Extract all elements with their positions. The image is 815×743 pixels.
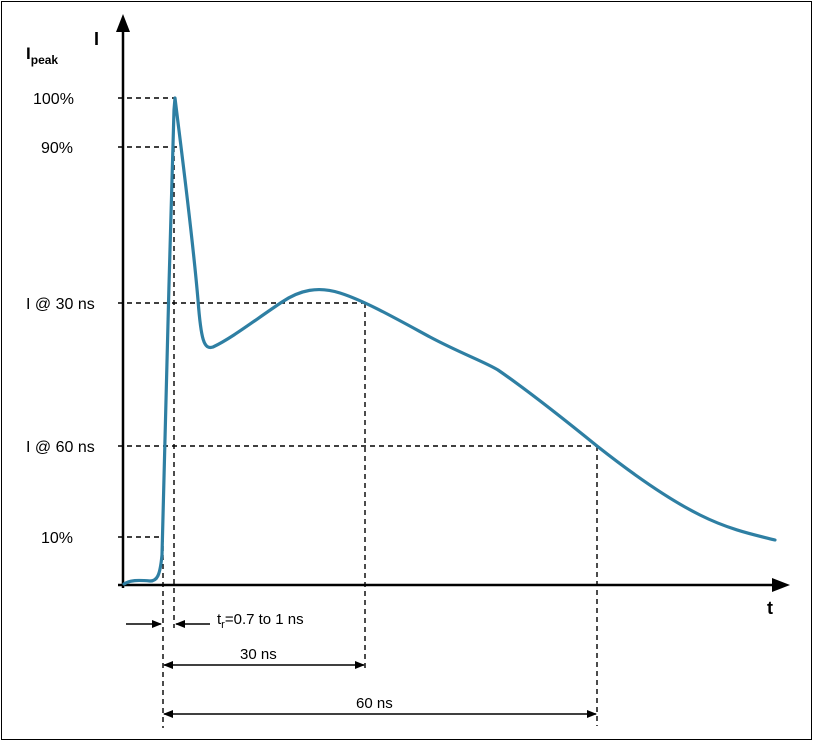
label-10pct: 10% bbox=[41, 530, 73, 547]
y-axis-arrow bbox=[116, 14, 130, 32]
current-waveform-curve bbox=[122, 96, 777, 586]
ipeak-label: Ipeak bbox=[26, 44, 58, 67]
label-60ns: I @ 60 ns bbox=[26, 439, 95, 456]
span-60ns-label: 60 ns bbox=[356, 695, 393, 712]
reference-lines bbox=[118, 97, 598, 728]
x-axis-label: t bbox=[767, 598, 773, 618]
label-90pct: 90% bbox=[41, 140, 73, 157]
span-30ns-label: 30 ns bbox=[240, 646, 277, 663]
label-30ns: I @ 30 ns bbox=[26, 296, 95, 313]
y-axis-label: I bbox=[94, 29, 99, 49]
x-axis-arrow bbox=[772, 578, 790, 592]
label-100pct: 100% bbox=[33, 91, 74, 108]
rise-time-label: tr=0.7 to 1 ns bbox=[217, 611, 304, 631]
